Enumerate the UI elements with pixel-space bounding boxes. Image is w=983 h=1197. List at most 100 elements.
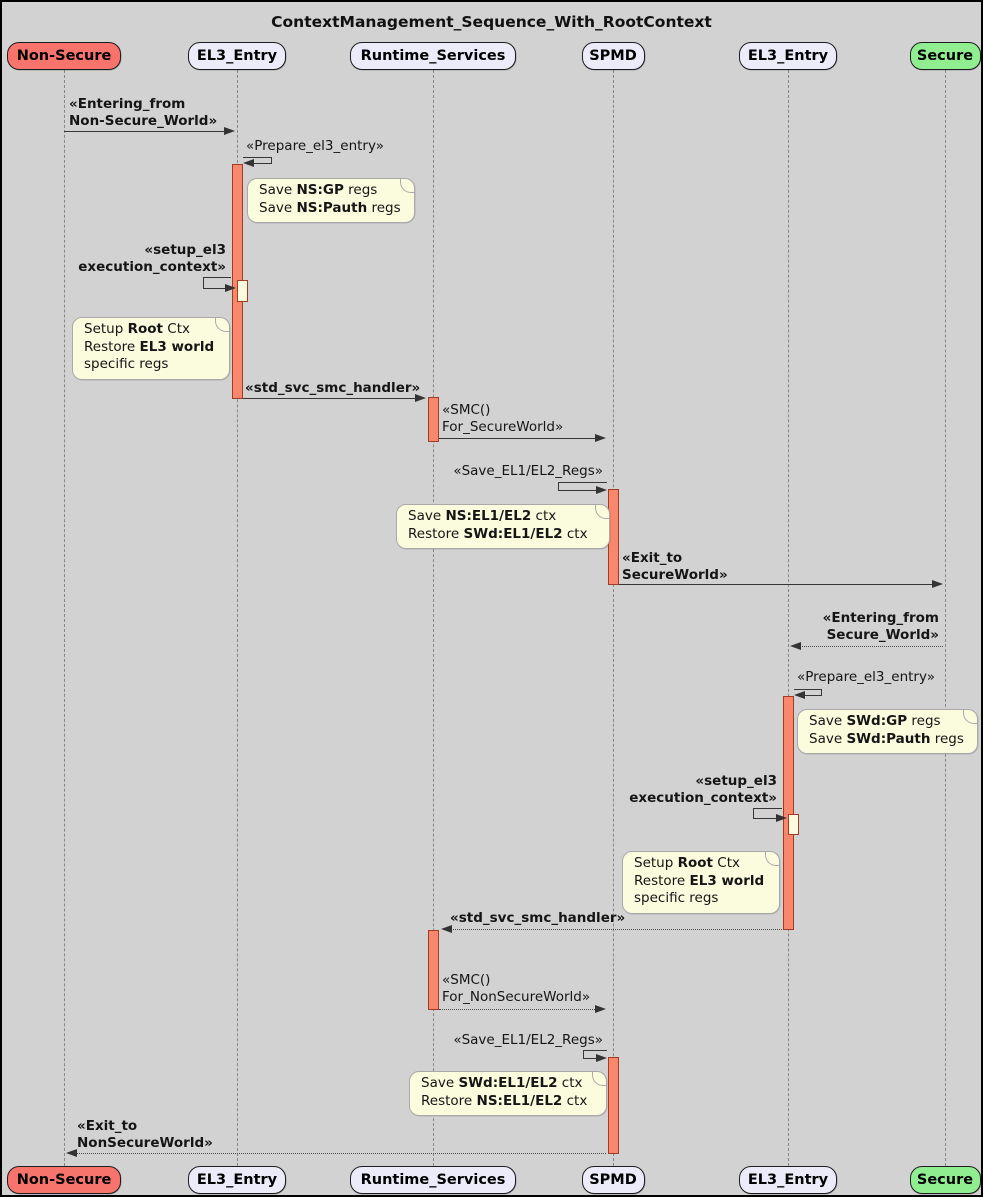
note-fold-corner xyxy=(215,318,229,332)
message-label-line: «setup_el3 xyxy=(144,242,226,258)
self-setup-el3-1-arrowhead xyxy=(225,284,236,293)
message-label-line: «SMC() xyxy=(442,972,491,988)
label-entering-from-nonsecure-world: «Entering_from Non-Secure_World» xyxy=(69,96,217,129)
participant-top-runtime-services: Runtime_Services xyxy=(350,42,516,70)
note-line: Setup Root Ctx xyxy=(634,855,740,871)
self-save-el1-el2-regs-2-side xyxy=(583,1050,585,1059)
msg-entering-from-secure-world-arrowhead xyxy=(790,642,801,651)
self-save-el1-el2-regs-2-bottom xyxy=(584,1058,598,1059)
message-label-line: «setup_el3 xyxy=(695,773,777,789)
self-save-el1-el2-regs-2-top xyxy=(584,1050,607,1051)
msg-smc-for-nonsecureworld-arrowhead xyxy=(595,1005,606,1014)
message-label-line: execution_context» xyxy=(78,258,226,275)
el3-entry-1-nested-activation xyxy=(236,280,248,302)
lifeline-spmd xyxy=(612,70,614,1166)
self-prepare-el3-entry-2-bottom xyxy=(803,695,822,696)
note-fold-corner xyxy=(400,179,414,193)
participant-top-non-secure: Non-Secure xyxy=(7,42,121,70)
msg-exit-to-secureworld-line xyxy=(619,584,934,585)
msg-std-svc-smc-handler-1-arrowhead xyxy=(415,394,426,403)
note-line: Restore EL3 world xyxy=(84,338,215,355)
el3-entry-2-nested-activation xyxy=(787,814,799,835)
message-label-line: Non-Secure_World» xyxy=(69,112,218,129)
note-line: Restore EL3 world xyxy=(634,872,765,889)
label-setup-el3-2: «setup_el3 execution_context» xyxy=(629,773,777,806)
label-save-el1-el2-regs-1: «Save_EL1/EL2_Regs» xyxy=(453,463,603,480)
self-setup-el3-2-arrowhead xyxy=(776,814,787,823)
self-save-el1-el2-regs-1-arrowhead xyxy=(596,486,607,495)
self-save-el1-el2-regs-1-top xyxy=(559,482,607,483)
participant-top-el3-entry-2: EL3_Entry xyxy=(739,42,837,70)
participant-top-secure: Secure xyxy=(909,42,981,70)
note-save-ns-el1-el2-ctx: Save NS:EL1/EL2 ctx Restore SWd:EL1/EL2 c… xyxy=(396,504,610,549)
note-fold-corner xyxy=(595,505,609,519)
label-std-svc-smc-handler-1: «std_svc_smc_handler» xyxy=(245,380,420,397)
message-label-line: «SMC() xyxy=(442,402,491,418)
participant-bottom-runtime-services: Runtime_Services xyxy=(350,1166,516,1194)
el3-entry-2-activation xyxy=(782,696,794,930)
message-label-line: For_NonSecureWorld» xyxy=(442,988,591,1005)
participant-bottom-spmd: SPMD xyxy=(581,1166,645,1194)
msg-exit-to-nonsecureworld-line xyxy=(75,1153,606,1154)
self-setup-el3-1-side xyxy=(203,277,205,289)
message-label-line: «Exit_to xyxy=(77,1118,138,1134)
message-label-line: Secure_World» xyxy=(826,626,939,643)
message-label-line: «Entering_from xyxy=(69,96,186,112)
message-label-line: «std_svc_smc_handler» xyxy=(450,910,626,926)
msg-entering-from-nonsecure-world-line xyxy=(64,131,226,132)
msg-smc-for-nonsecureworld-line xyxy=(439,1009,597,1010)
message-label-line: For_SecureWorld» xyxy=(442,418,564,435)
message-label-line: «Save_EL1/EL2_Regs» xyxy=(453,463,603,479)
note-save-ns-gp-regs: Save NS:GP regs Save NS:Pauth regs xyxy=(247,178,415,223)
label-smc-for-secureworld: «SMC() For_SecureWorld» xyxy=(442,402,563,435)
diagram-title: ContextManagement_Sequence_With_RootCont… xyxy=(271,13,712,31)
note-line: Save NS:GP regs xyxy=(259,182,378,198)
message-label-line: «Exit_to xyxy=(622,550,683,566)
note-save-swd-el1-el2-ctx: Save SWd:EL1/EL2 ctx Restore NS:EL1/EL2 c… xyxy=(409,1071,607,1116)
note-setup-root-ctx-2: Setup Root Ctx Restore EL3 world specific … xyxy=(622,851,780,914)
participant-top-el3-entry-1: EL3_Entry xyxy=(188,42,286,70)
msg-exit-to-secureworld-arrowhead xyxy=(932,580,943,589)
note-line: Restore SWd:EL1/EL2 ctx xyxy=(408,525,588,542)
note-line: specific regs xyxy=(84,356,169,372)
self-prepare-el3-entry-2-side xyxy=(821,689,823,696)
lifeline-non-secure xyxy=(63,70,65,1166)
message-label-line: SecureWorld» xyxy=(622,566,728,583)
self-prepare-el3-entry-1-arrowhead xyxy=(243,159,254,168)
participant-bottom-el3-entry-2: EL3_Entry xyxy=(739,1166,837,1194)
label-entering-from-secure-world: «Entering_from Secure_World» xyxy=(823,610,939,643)
self-setup-el3-1-bottom xyxy=(204,288,227,289)
label-std-svc-smc-handler-2: «std_svc_smc_handler» xyxy=(450,910,625,927)
self-setup-el3-2-bottom xyxy=(754,818,778,819)
runtime-services-activation-1 xyxy=(427,397,439,442)
participant-top-spmd: SPMD xyxy=(581,42,645,70)
lifeline-secure xyxy=(944,70,946,1166)
note-line: Save SWd:EL1/EL2 ctx xyxy=(421,1075,583,1091)
note-fold-corner xyxy=(765,852,779,866)
self-save-el1-el2-regs-1-bottom xyxy=(559,490,598,491)
label-smc-for-nonsecureworld: «SMC() For_NonSecureWorld» xyxy=(442,972,590,1005)
label-prepare-el3-entry-2: «Prepare_el3_entry» xyxy=(797,669,935,686)
message-label-line: «Prepare_el3_entry» xyxy=(246,138,384,154)
message-label-line: NonSecureWorld» xyxy=(77,1134,213,1151)
message-label-line: «Entering_from xyxy=(822,610,939,626)
msg-std-svc-smc-handler-1-line xyxy=(243,398,417,399)
note-save-swd-gp-regs: Save SWd:GP regs Save SWd:Pauth regs xyxy=(797,709,978,754)
lifeline-el3-entry-1 xyxy=(236,70,238,1166)
self-prepare-el3-entry-2-top xyxy=(794,689,822,690)
message-label-line: «std_svc_smc_handler» xyxy=(245,380,421,396)
self-save-el1-el2-regs-1-side xyxy=(558,482,560,491)
self-prepare-el3-entry-1-bottom xyxy=(252,163,272,164)
note-line: specific regs xyxy=(634,890,719,906)
participant-bottom-non-secure: Non-Secure xyxy=(7,1166,121,1194)
note-line: Save NS:EL1/EL2 ctx xyxy=(408,508,557,524)
msg-std-svc-smc-handler-2-arrowhead xyxy=(441,925,452,934)
lifeline-runtime-services xyxy=(432,70,434,1166)
label-exit-to-secureworld: «Exit_to SecureWorld» xyxy=(622,550,728,583)
self-setup-el3-1-top xyxy=(204,277,231,278)
note-fold-corner xyxy=(592,1072,606,1086)
note-line: Save SWd:GP regs xyxy=(809,713,941,729)
msg-entering-from-secure-world-line xyxy=(799,646,943,647)
label-setup-el3-1: «setup_el3 execution_context» xyxy=(78,242,226,275)
